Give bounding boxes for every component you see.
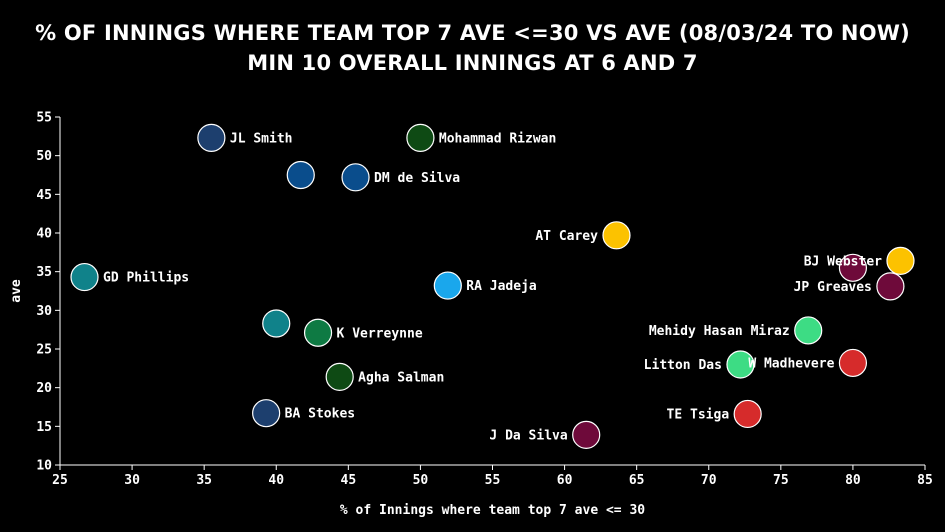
data-point [197, 123, 226, 152]
data-point [433, 271, 462, 300]
x-tick-label: 70 [701, 473, 717, 488]
y-tick-label: 45 [36, 188, 52, 203]
y-axis-title: ave [9, 279, 24, 303]
point-label: DM de Silva [374, 171, 460, 186]
point-label: Litton Das [644, 358, 722, 373]
y-tick-label: 40 [36, 227, 52, 242]
point-label: JL Smith [230, 131, 293, 146]
data-point [572, 420, 601, 449]
x-tick-label: 35 [196, 473, 212, 488]
y-tick-label: 50 [36, 149, 52, 164]
y-tick-label: 35 [36, 265, 52, 280]
data-point [262, 309, 291, 338]
data-point [886, 246, 915, 275]
x-axis-title: % of Innings where team top 7 ave <= 30 [340, 503, 645, 518]
x-tick-label: 65 [629, 473, 645, 488]
point-label: GD Phillips [103, 271, 189, 286]
data-point [794, 316, 823, 345]
y-tick-label: 25 [36, 343, 52, 358]
x-tick-label: 45 [341, 473, 357, 488]
data-point [733, 399, 762, 429]
point-label: BJ Webster [804, 254, 882, 269]
point-label: K Verreynne [337, 326, 423, 341]
point-label: Mehidy Hasan Miraz [649, 324, 790, 339]
axes: 25 30 35 40 45 50 55 60 65 70 75 80 85 10 15 20 25 30 35 40… [36, 111, 932, 489]
data-point [602, 221, 631, 250]
data-point [325, 362, 354, 391]
x-tick-label: 50 [413, 473, 429, 488]
point-label: BA Stokes [285, 407, 355, 422]
data-point [406, 123, 435, 152]
x-tick-label: 25 [52, 473, 68, 488]
data-point [876, 272, 905, 301]
chart-title-line-1: % OF INNINGS WHERE TEAM TOP 7 AVE <=30 V… [35, 21, 910, 45]
y-tick-label: 15 [36, 420, 52, 435]
x-tick-label: 40 [268, 473, 284, 488]
y-tick-label: 30 [36, 304, 52, 319]
data-point [341, 163, 370, 192]
point-label: TE Tsiga [667, 407, 730, 422]
y-tick-label: 20 [36, 381, 52, 396]
x-tick-label: 30 [124, 473, 140, 488]
data-points [70, 123, 915, 449]
x-tick-label: 80 [845, 473, 861, 488]
point-label: Agha Salman [358, 370, 444, 385]
point-label: W Madhevere [748, 356, 834, 371]
data-point [252, 399, 281, 428]
x-tick-label: 85 [917, 473, 933, 488]
chart-title: % OF INNINGS WHERE TEAM TOP 7 AVE <=30 V… [0, 18, 945, 78]
y-tick-label: 10 [36, 459, 52, 474]
point-label: Mohammad Rizwan [439, 131, 556, 146]
x-tick-label: 60 [557, 473, 573, 488]
data-point [303, 318, 333, 347]
point-label: JP Greaves [794, 280, 872, 295]
data-point [838, 253, 868, 282]
data-point [286, 160, 315, 190]
data-point [838, 348, 868, 378]
data-point [726, 350, 755, 379]
point-label: J Da Silva [489, 428, 567, 443]
y-tick-label: 55 [36, 111, 52, 126]
chart-subtitle-line-2: MIN 10 OVERALL INNINGS AT 6 AND 7 [247, 51, 698, 75]
point-label: AT Carey [535, 229, 598, 244]
x-tick-label: 55 [485, 473, 501, 488]
x-tick-label: 75 [773, 473, 789, 488]
data-point [70, 262, 99, 292]
point-labels: JL Smith Mohammad Rizwan DM de Silva AT Car… [103, 131, 882, 443]
point-label: RA Jadeja [466, 279, 537, 294]
